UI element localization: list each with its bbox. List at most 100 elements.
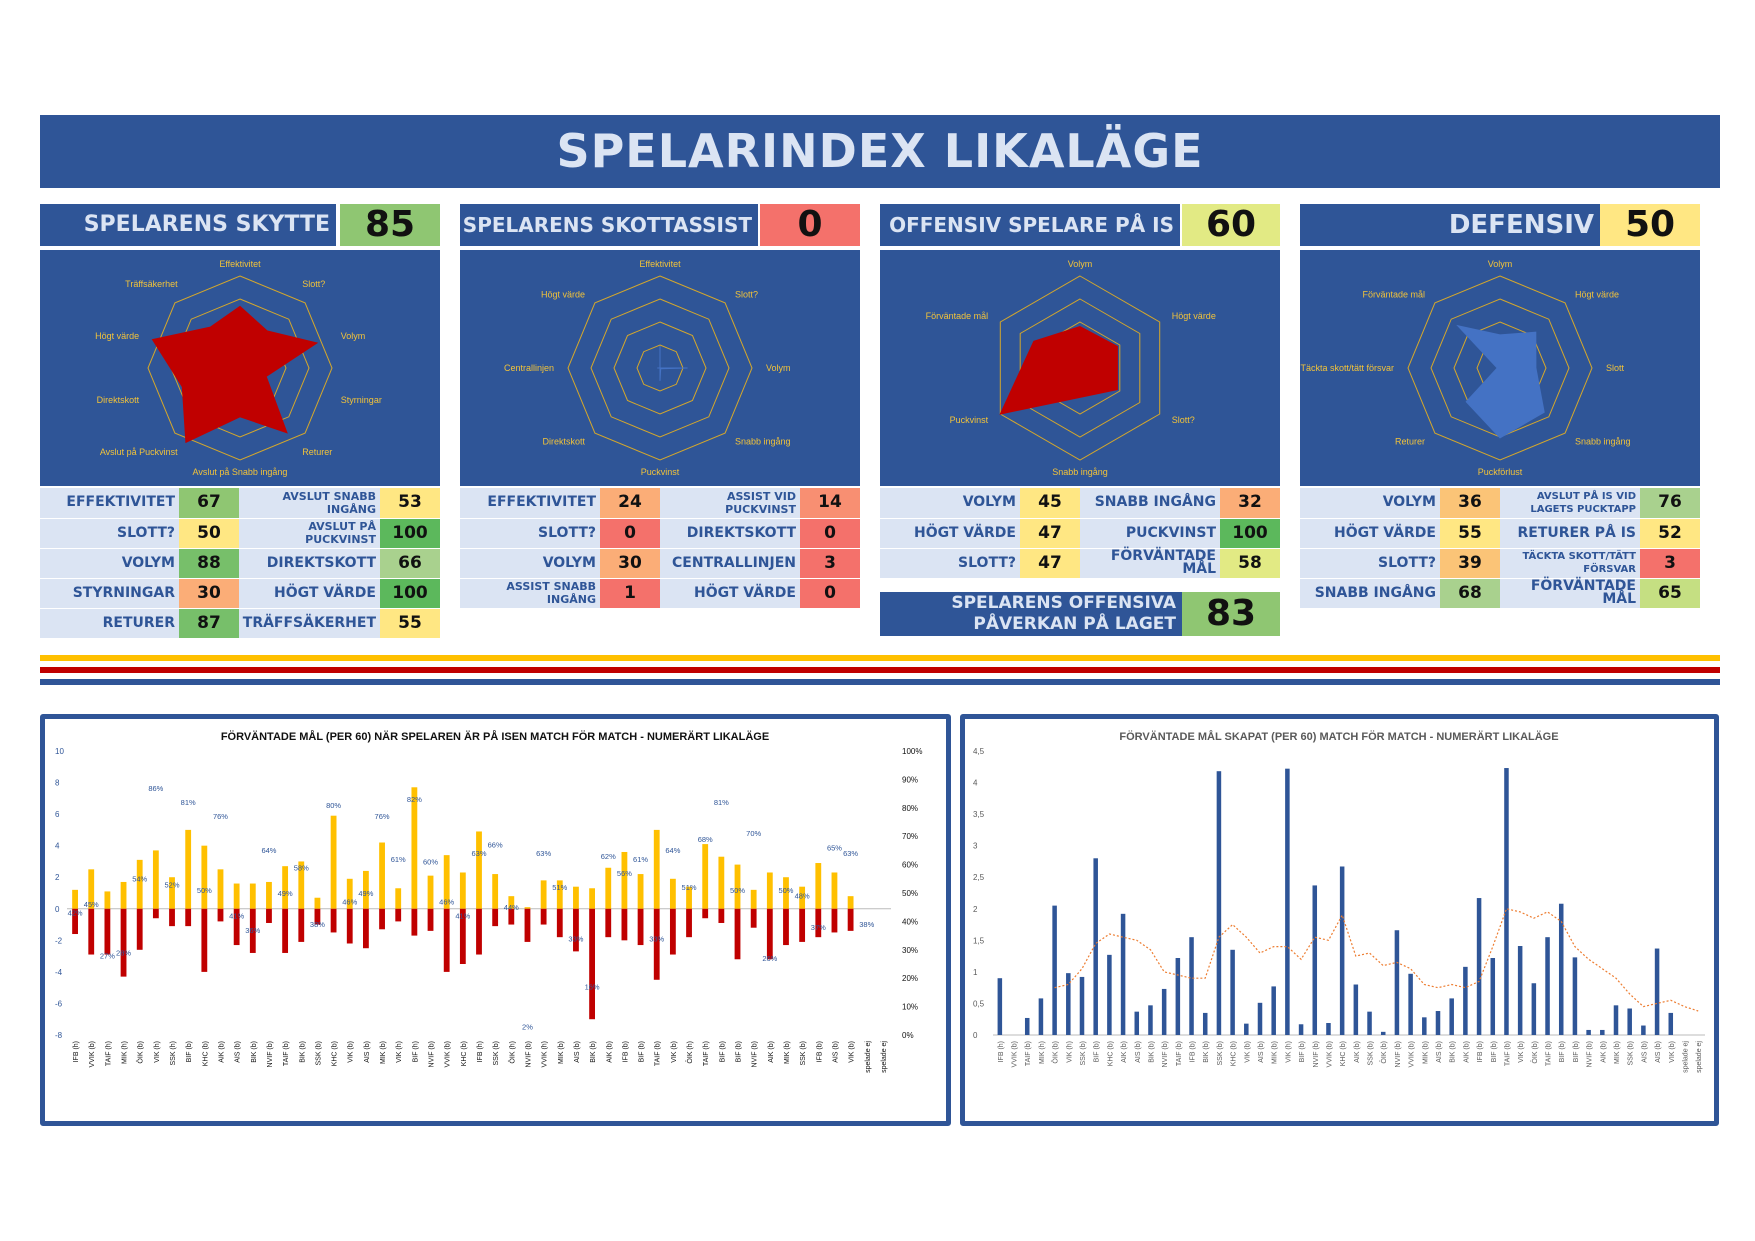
pct-label: 81% [181,798,196,807]
x-tick-label: MIK (h) [1039,1041,1046,1064]
metric-value: 50 [179,518,239,549]
radar-grid-ring [999,275,1161,461]
metric-value: 36 [1440,488,1500,519]
pct-label: 16% [585,983,600,992]
bar-xga [314,908,321,925]
trend-line [1054,908,1699,1012]
pct-label: 62% [601,852,616,861]
metric-label: CENTRALLINJEN [660,548,800,579]
bar-xg-created [1545,937,1550,1035]
x-tick-label: spelade ej [1696,1041,1703,1073]
radar-chart: Volym Högt värde Slott? Snabb ingång Puckvin… [880,250,1280,486]
bar-xga [201,908,208,972]
radar-axis-label: Slott? [1172,415,1195,425]
bar-xga [152,908,159,919]
metrics-table: EFFEKTIVITET 24 ASSIST VID PUCKVINST 14 SLOT… [460,488,860,609]
x-tick-label: SSK (b) [315,1041,322,1066]
radar-data-area [1456,324,1545,439]
metric-label: AVSLUT PÅ PUCKVINST [239,518,380,549]
radar-grid-ring [636,344,684,392]
x-tick-label: KHC (b) [1340,1041,1347,1066]
radar-axis-label: Puckvinst [950,415,989,425]
x-tick-label: NVIF (b) [525,1041,532,1067]
bar-xgf [686,886,692,909]
bar-xg-created [1422,1017,1427,1035]
bar-xg-created [1134,1011,1140,1035]
metric-value: 100 [380,578,440,609]
bar-xgf [847,896,854,909]
pct-label: 61% [391,855,406,864]
pct-label: 38% [310,920,325,929]
bar-xga [653,908,660,980]
pct-label: 86% [148,784,163,793]
bar-xg-created [1600,1029,1605,1035]
bar-xga [379,908,385,930]
x-tick-label: BIK (b) [1148,1041,1155,1063]
x-tick-label: SSK (b) [1217,1041,1224,1066]
radar-axis-label: Avslut på Puckvinst [100,447,178,457]
bar-xgf [443,855,450,909]
bar-xg-created [1093,858,1098,1035]
metric-value: 55 [380,608,440,639]
metric-label: SLOTT? [460,518,600,549]
radar-axis-label: Direktskott [542,437,585,447]
metric-value: 58 [1220,548,1280,579]
x-tick-label: KHC (b) [1107,1041,1114,1066]
bar-xg-created [1627,1008,1632,1035]
bar-xgf [104,891,111,909]
bar-xgf [282,866,289,909]
x-tick-label: AIS (b) [235,1041,242,1063]
x-tick-label: BIF (b) [719,1041,726,1062]
x-tick-label: ÖIK (b) [1531,1041,1539,1064]
bar-xgf [411,787,418,909]
x-tick-label: AIS (b) [1641,1041,1648,1063]
x-tick-label: BIF (b) [1559,1041,1566,1062]
x-tick-label: BIK (b) [590,1041,597,1063]
x-tick-label: SSK (h) [170,1041,177,1066]
metric-value: 52 [1640,518,1700,549]
bar-xga [686,908,692,938]
bar-xga [540,908,547,925]
pct-label: 68% [698,835,713,844]
radar-axis-label: Högt värde [95,331,139,341]
bar-xga [169,908,175,927]
bar-xgf [508,896,515,909]
bar-xga [799,908,806,942]
metrics-table: VOLYM 36 AVSLUT PÅ IS VID LAGETS PUCKTAPP 7… [1300,488,1700,609]
pct-label: 33% [568,934,583,943]
bar-xga [815,908,822,938]
radar-axis-label: Effektivitet [639,259,681,269]
metric-label: FÖRVÄNTADE MÅL [1080,548,1220,579]
metric-value: 30 [600,548,660,579]
x-tick-label: BIK (b) [299,1041,306,1063]
bar-xgf [815,863,822,909]
bar-xg-created [1654,948,1660,1035]
metric-label: RETURER PÅ IS [1500,518,1640,549]
bar-xgf [750,889,757,909]
radar-axis-label: Högt värde [1575,290,1619,300]
x-tick-label: TAIF (b) [1176,1041,1183,1066]
x-tick-label: TAIF (b) [1025,1041,1032,1066]
radar-axis-label: Direktskott [97,395,140,405]
x-tick-label: VIK (b) [1244,1041,1251,1063]
metric-label: ASSIST SNABB INGÅNG [460,578,600,609]
metric-row: EFFEKTIVITET 24 ASSIST VID PUCKVINST 14 [460,488,860,519]
metrics-table: VOLYM 45 SNABB INGÅNG 32 HÖGT VÄRDE 47 PUCKVIN… [880,488,1280,579]
bar-xg-created [1668,1012,1674,1035]
x-tick-label: AIK (b) [218,1041,225,1063]
bar-xgf [524,907,531,909]
bar-xgf [653,829,660,909]
bar-xg-created [1052,905,1057,1035]
metric-label: SNABB INGÅNG [1080,488,1220,519]
x-tick-label: VVIK (b) [1326,1041,1333,1067]
x-tick-label: IFB (h) [73,1041,80,1062]
metric-value: 66 [380,548,440,579]
pct-label: 64% [665,846,680,855]
panel-skottassist: SPELARENS SKOTTASSIST 0 Effektivitet Slot… [460,204,860,610]
pct-label: 50% [778,886,793,895]
x-tick-label: VVIK (b) [1012,1041,1019,1067]
x-tick-label: AIS (b) [1135,1041,1142,1063]
metric-value: 45 [1020,488,1080,519]
bar-xga [589,908,596,1020]
metric-value: 39 [1440,548,1500,579]
